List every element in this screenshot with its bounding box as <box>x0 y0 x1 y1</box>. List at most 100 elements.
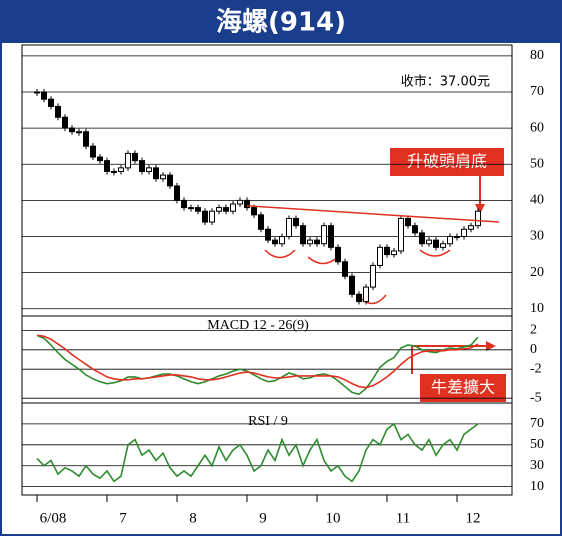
candle <box>223 207 229 212</box>
y-tick-label: 60 <box>530 120 544 135</box>
candle <box>293 217 299 227</box>
macd-title: MACD 12 - 26(9) <box>207 318 309 333</box>
candle <box>216 207 222 212</box>
candle <box>440 243 446 248</box>
candle <box>125 152 131 169</box>
y-tick-label: 2 <box>530 323 537 338</box>
candle <box>174 185 180 201</box>
candle <box>76 131 82 134</box>
macd-annotation: 牛差擴大 <box>431 378 495 397</box>
candle <box>111 170 117 173</box>
candle <box>62 116 68 129</box>
candle <box>391 250 397 256</box>
candle <box>363 286 369 303</box>
arrow-head <box>475 204 485 214</box>
candle <box>419 232 425 245</box>
x-tick-label: 10 <box>326 510 341 526</box>
candle <box>454 236 460 239</box>
chart-title: 海螺(914) <box>216 8 346 38</box>
candle <box>90 145 96 158</box>
candle <box>41 91 47 100</box>
candle <box>97 156 103 162</box>
candle <box>153 167 159 180</box>
y-tick-label: -2 <box>530 361 542 376</box>
candle <box>118 167 124 172</box>
x-tick-label: 9 <box>259 510 267 526</box>
x-tick-label: 6/08 <box>40 510 67 526</box>
y-tick-label: 70 <box>530 416 544 431</box>
annotation-box <box>390 148 504 176</box>
candle <box>349 275 355 295</box>
candle <box>279 236 285 245</box>
candle <box>202 210 208 223</box>
candle <box>181 199 187 209</box>
candle <box>265 228 271 241</box>
x-tick-label: 12 <box>466 510 481 526</box>
candle <box>412 225 418 234</box>
candle <box>34 91 40 94</box>
macd-line <box>36 334 479 396</box>
y-tick-label: 10 <box>530 479 544 494</box>
candle <box>195 207 201 212</box>
candle <box>272 239 278 245</box>
candle <box>237 199 243 205</box>
candle <box>83 131 89 147</box>
x-tick-label: 7 <box>119 510 127 526</box>
candle <box>335 246 341 263</box>
y-tick-label: 70 <box>530 84 544 99</box>
macd-annotation-box <box>420 374 506 402</box>
y-tick-label: 40 <box>530 193 544 208</box>
candle <box>167 174 173 187</box>
candle <box>461 228 467 238</box>
candle <box>258 214 264 230</box>
candle <box>447 236 453 245</box>
candle <box>314 239 320 245</box>
candle <box>139 160 145 172</box>
arrow-head <box>486 341 496 351</box>
candle <box>146 167 152 172</box>
candle <box>405 217 411 227</box>
candle <box>209 210 215 223</box>
annotation: 升破頭肩底 <box>407 152 487 171</box>
y-tick-label: 0 <box>530 342 537 357</box>
candle <box>398 217 404 252</box>
y-tick-label: 10 <box>530 301 544 316</box>
candle <box>48 98 54 107</box>
y-tick-label: 80 <box>530 48 544 63</box>
candle <box>370 264 376 288</box>
candle <box>377 246 383 266</box>
candle <box>426 239 432 245</box>
candle <box>69 127 75 133</box>
candle <box>342 261 348 277</box>
y-tick-label: 20 <box>530 265 544 280</box>
y-tick-label: 50 <box>530 437 544 452</box>
plot-frame <box>21 44 513 496</box>
candle <box>251 207 257 216</box>
candle <box>384 246 390 256</box>
candle <box>104 160 110 172</box>
candle <box>307 239 313 245</box>
x-tick-label: 8 <box>189 510 197 526</box>
candle <box>188 207 194 210</box>
rsi-title: RSI / 9 <box>248 414 288 429</box>
candle <box>356 293 362 303</box>
candle <box>475 210 481 227</box>
candle <box>321 225 327 245</box>
candle <box>433 239 439 248</box>
y-tick-label: 50 <box>530 156 544 171</box>
candle <box>132 152 138 162</box>
y-tick-label: 30 <box>530 229 544 244</box>
x-tick-label: 11 <box>396 510 410 526</box>
rsi-line <box>36 422 479 483</box>
title-bar <box>1 1 561 43</box>
neckline <box>246 205 500 223</box>
y-tick-label: 30 <box>530 458 544 473</box>
candle <box>300 225 306 245</box>
candle <box>160 174 166 180</box>
candle <box>328 225 334 248</box>
candle <box>468 225 474 230</box>
candle <box>55 105 61 118</box>
candle <box>286 217 292 238</box>
